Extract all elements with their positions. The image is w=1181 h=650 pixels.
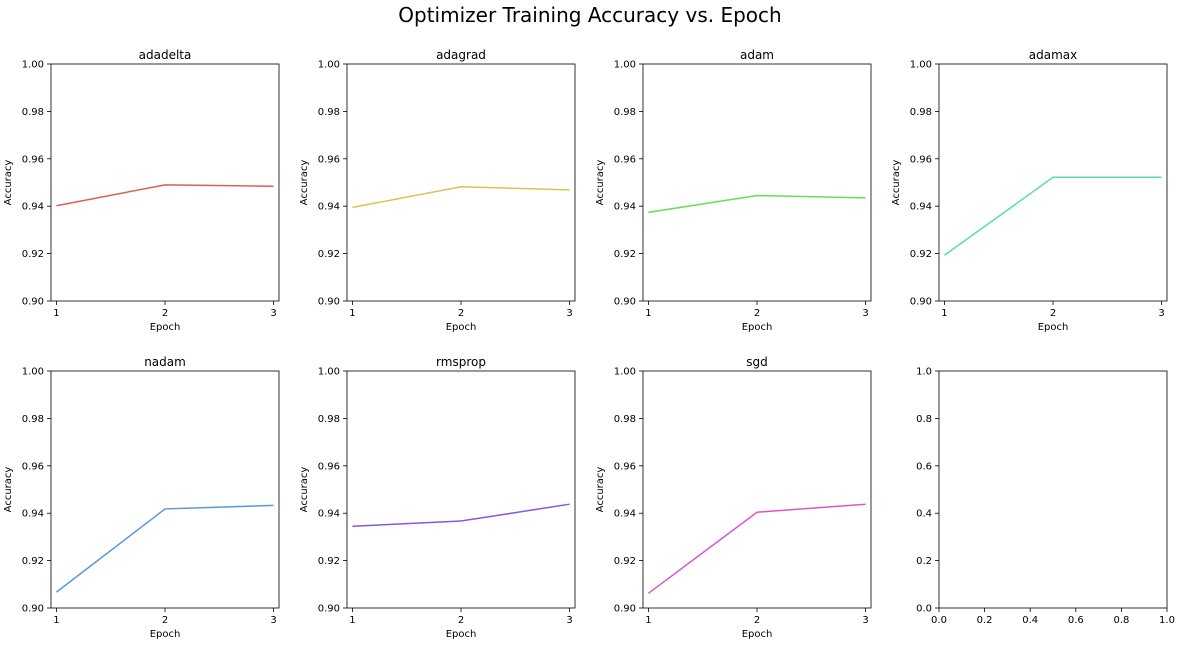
subplot-title: rmsprop — [436, 355, 486, 369]
subplot-title: adagrad — [436, 48, 486, 62]
y-tick-label: 0.94 — [318, 202, 340, 213]
x-tick-label: 3 — [862, 308, 868, 319]
y-axis-label: Accuracy — [595, 160, 606, 206]
y-axis-label: Accuracy — [595, 467, 606, 513]
y-tick-label: 0.8 — [916, 414, 932, 425]
y-tick-label: 0.96 — [22, 461, 44, 472]
y-tick-label: 1.0 — [916, 367, 932, 378]
y-tick-label: 0.98 — [910, 107, 932, 118]
x-tick-label: 1 — [645, 615, 651, 626]
y-tick-label: 0.90 — [614, 297, 636, 308]
subplot-title: adadelta — [139, 48, 192, 62]
y-tick-label: 0.98 — [318, 107, 340, 118]
x-tick-label: 0.0 — [931, 615, 947, 626]
y-tick-label: 0.94 — [22, 202, 44, 213]
x-tick-label: 1 — [53, 308, 59, 319]
y-tick-label: 1.00 — [318, 60, 340, 71]
x-tick-label: 1 — [941, 308, 947, 319]
y-tick-label: 0.2 — [916, 556, 932, 567]
x-axis-label: Epoch — [446, 322, 477, 333]
subplot-title: sgd — [746, 355, 768, 369]
x-tick-label: 1 — [645, 308, 651, 319]
y-tick-label: 0.96 — [318, 461, 340, 472]
x-tick-label: 0.8 — [1113, 615, 1129, 626]
x-tick-label: 3 — [270, 308, 276, 319]
y-tick-label: 0.92 — [614, 249, 636, 260]
y-tick-label: 0.92 — [614, 556, 636, 567]
y-tick-label: 0.94 — [318, 509, 340, 520]
x-tick-label: 2 — [458, 308, 464, 319]
y-tick-label: 0.98 — [22, 414, 44, 425]
figure-title: Optimizer Training Accuracy vs. Epoch — [398, 3, 781, 27]
y-tick-label: 0.98 — [614, 414, 636, 425]
y-tick-label: 0.90 — [614, 604, 636, 615]
x-tick-label: 0.4 — [1022, 615, 1038, 626]
y-tick-label: 0.94 — [22, 509, 44, 520]
x-tick-label: 1 — [53, 615, 59, 626]
subplot-title: adam — [740, 48, 774, 62]
subplot-title: nadam — [144, 355, 186, 369]
x-axis-label: Epoch — [1038, 322, 1069, 333]
y-tick-label: 0.98 — [318, 414, 340, 425]
x-axis-label: Epoch — [742, 322, 773, 333]
y-tick-label: 0.94 — [910, 202, 932, 213]
x-tick-label: 3 — [270, 615, 276, 626]
x-axis-label: Epoch — [150, 629, 181, 640]
y-tick-label: 0.94 — [614, 202, 636, 213]
y-tick-label: 0.92 — [318, 556, 340, 567]
y-tick-label: 0.98 — [614, 107, 636, 118]
y-tick-label: 0.96 — [910, 154, 932, 165]
x-tick-label: 0.6 — [1068, 615, 1084, 626]
y-tick-label: 1.00 — [910, 60, 932, 71]
y-axis-label: Accuracy — [299, 467, 310, 513]
x-tick-label: 1.0 — [1159, 615, 1175, 626]
y-tick-label: 1.00 — [318, 367, 340, 378]
x-tick-label: 0.2 — [977, 615, 993, 626]
y-tick-label: 1.00 — [22, 367, 44, 378]
y-tick-label: 1.00 — [22, 60, 44, 71]
y-axis-label: Accuracy — [3, 160, 14, 206]
x-tick-label: 2 — [1050, 308, 1056, 319]
y-tick-label: 0.90 — [318, 604, 340, 615]
subplot-title: adamax — [1029, 48, 1077, 62]
y-axis-label: Accuracy — [299, 160, 310, 206]
y-tick-label: 1.00 — [614, 367, 636, 378]
y-tick-label: 0.92 — [318, 249, 340, 260]
y-tick-label: 0.4 — [916, 509, 932, 520]
x-axis-label: Epoch — [150, 322, 181, 333]
x-tick-label: 1 — [349, 308, 355, 319]
x-axis-label: Epoch — [446, 629, 477, 640]
x-tick-label: 2 — [754, 615, 760, 626]
y-tick-label: 0.92 — [22, 249, 44, 260]
x-tick-label: 3 — [566, 615, 572, 626]
y-tick-label: 0.96 — [614, 154, 636, 165]
x-tick-label: 3 — [862, 615, 868, 626]
x-tick-label: 2 — [754, 308, 760, 319]
y-tick-label: 0.0 — [916, 604, 932, 615]
y-tick-label: 0.98 — [22, 107, 44, 118]
y-tick-label: 0.94 — [614, 509, 636, 520]
x-tick-label: 2 — [162, 615, 168, 626]
y-tick-label: 0.96 — [614, 461, 636, 472]
y-axis-label: Accuracy — [891, 160, 902, 206]
x-tick-label: 3 — [1158, 308, 1164, 319]
x-tick-label: 1 — [349, 615, 355, 626]
x-tick-label: 3 — [566, 308, 572, 319]
y-tick-label: 0.90 — [22, 297, 44, 308]
y-tick-label: 0.6 — [916, 461, 932, 472]
x-tick-label: 2 — [162, 308, 168, 319]
y-tick-label: 0.90 — [910, 297, 932, 308]
y-tick-label: 0.90 — [22, 604, 44, 615]
y-tick-label: 1.00 — [614, 60, 636, 71]
y-tick-label: 0.92 — [910, 249, 932, 260]
x-tick-label: 2 — [458, 615, 464, 626]
y-tick-label: 0.96 — [22, 154, 44, 165]
x-axis-label: Epoch — [742, 629, 773, 640]
y-tick-label: 0.90 — [318, 297, 340, 308]
y-tick-label: 0.96 — [318, 154, 340, 165]
y-axis-label: Accuracy — [3, 467, 14, 513]
y-tick-label: 0.92 — [22, 556, 44, 567]
